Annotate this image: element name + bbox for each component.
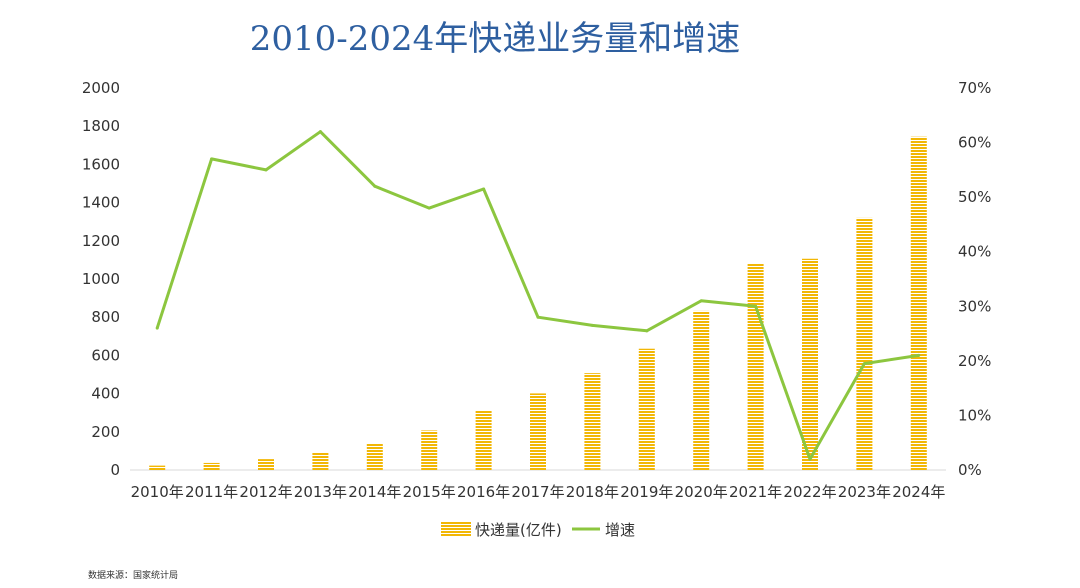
right-axis-tick-label: 40% xyxy=(958,243,991,261)
legend-line-label: 增速 xyxy=(605,521,635,539)
source-note: 数据来源：国家统计局 xyxy=(88,569,178,581)
legend-bar-swatch xyxy=(441,522,471,536)
left-axis-tick-label: 400 xyxy=(91,385,120,403)
growth-point xyxy=(155,326,159,330)
growth-point xyxy=(754,304,758,308)
growth-point xyxy=(373,184,377,188)
left-axis-tick-label: 0 xyxy=(110,461,120,479)
growth-point xyxy=(318,130,322,134)
left-axis-tick-label: 1400 xyxy=(82,194,120,212)
line-series xyxy=(155,130,921,461)
growth-point xyxy=(482,187,486,191)
x-axis-tick-label: 2023年 xyxy=(838,483,891,501)
right-axis-tick-label: 0% xyxy=(958,461,982,479)
bar xyxy=(258,459,274,470)
growth-point xyxy=(427,206,431,210)
x-axis-tick-label: 2012年 xyxy=(239,483,292,501)
legend-bar-label: 快递量(亿件) xyxy=(475,521,562,539)
bar-series xyxy=(149,136,927,470)
bar xyxy=(366,443,383,470)
x-axis-tick-label: 2024年 xyxy=(892,483,945,501)
x-axis-tick-label: 2015年 xyxy=(403,483,456,501)
growth-point xyxy=(210,157,214,161)
left-axis-tick-label: 1600 xyxy=(82,155,120,173)
x-axis-tick-label: 2013年 xyxy=(294,483,347,501)
bar xyxy=(421,430,438,470)
x-axis-tick-label: 2018年 xyxy=(566,483,619,501)
right-axis: 0% 10% 20% 30% 40% 50% 60% 70% xyxy=(958,79,991,479)
bar xyxy=(530,393,546,470)
growth-point xyxy=(699,299,703,303)
bar xyxy=(475,410,492,470)
x-axis-tick-label: 2022年 xyxy=(783,483,836,501)
bar xyxy=(910,136,927,470)
growth-point xyxy=(808,457,812,461)
left-axis-tick-label: 1000 xyxy=(82,270,120,288)
left-axis-tick-label: 200 xyxy=(91,423,120,441)
chart-title: 2010-2024年快递业务量和增速 xyxy=(250,19,741,59)
bar xyxy=(638,348,655,470)
growth-point xyxy=(264,168,268,172)
x-axis-tick-label: 2014年 xyxy=(348,483,401,501)
right-axis-tick-label: 70% xyxy=(958,79,991,97)
growth-point xyxy=(917,353,921,357)
x-axis: 2010年 2011年 2012年 2013年 2014年 2015年 2016年 2017年… xyxy=(131,483,946,501)
right-axis-tick-label: 10% xyxy=(958,406,991,424)
left-axis-tick-label: 600 xyxy=(91,346,120,364)
x-axis-tick-label: 2020年 xyxy=(675,483,728,501)
legend: 快递量(亿件) 增速 xyxy=(441,521,635,539)
bar xyxy=(312,452,329,470)
left-axis-tick-label: 1800 xyxy=(82,117,120,135)
bar xyxy=(149,465,166,470)
left-axis-tick-label: 2000 xyxy=(82,79,120,97)
x-axis-tick-label: 2021年 xyxy=(729,483,782,501)
right-axis-tick-label: 50% xyxy=(958,188,991,206)
x-axis-tick-label: 2019年 xyxy=(620,483,673,501)
x-axis-tick-label: 2011年 xyxy=(185,483,238,501)
bar xyxy=(802,258,818,470)
bar xyxy=(693,310,710,470)
growth-point xyxy=(536,315,540,319)
x-axis-tick-label: 2017年 xyxy=(511,483,564,501)
left-axis: 0 200 400 600 800 1000 1200 1400 1600 1800 2000 xyxy=(82,79,120,479)
bar xyxy=(747,263,764,470)
left-axis-tick-label: 1200 xyxy=(82,232,120,250)
right-axis-tick-label: 20% xyxy=(958,352,991,370)
bar xyxy=(203,462,220,470)
growth-point xyxy=(862,362,866,366)
growth-point xyxy=(645,329,649,333)
x-axis-tick-label: 2010年 xyxy=(131,483,184,501)
x-axis-tick-label: 2016年 xyxy=(457,483,510,501)
right-axis-tick-label: 30% xyxy=(958,297,991,315)
right-axis-tick-label: 60% xyxy=(958,134,991,152)
left-axis-tick-label: 800 xyxy=(91,308,120,326)
bar xyxy=(856,217,873,470)
bar xyxy=(584,373,601,470)
growth-point xyxy=(590,323,594,327)
